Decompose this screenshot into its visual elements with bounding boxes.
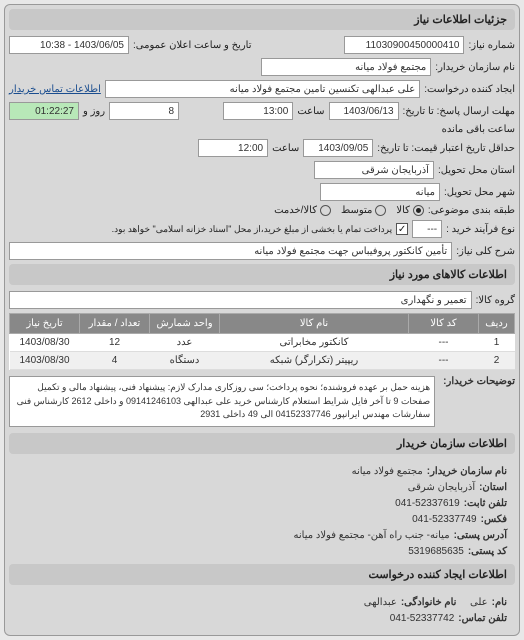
deadline-send-time-label: ساعت [297, 106, 324, 117]
table-row[interactable]: 1---کانکتور مخابراتیعدد121403/08/30 [10, 334, 515, 352]
buyer-name-field: مجتمع فولاد میانه [261, 58, 431, 76]
creator-family-label: نام خانوادگی: [401, 595, 457, 611]
budget-goods-radio[interactable] [413, 205, 424, 216]
vendor-notes-label: توضیحات خریدار: [439, 376, 515, 387]
validity-label: حداقل تاریخ اعتبار قیمت: تا تاریخ: [377, 143, 515, 154]
goods-section-title: اطلاعات کالاهای مورد نیاز [9, 264, 515, 285]
creator-name-label: نام: [492, 595, 507, 611]
table-cell: 2 [479, 352, 515, 370]
table-cell: عدد [150, 334, 220, 352]
deadline-send-date: 1403/06/13 [329, 102, 399, 120]
delivery-province-field: آذربایجان شرقی [314, 161, 434, 179]
table-cell: --- [409, 334, 479, 352]
budget-medium-label: متوسط [341, 205, 372, 216]
subject-label: شرح کلی نیاز: [456, 246, 515, 257]
details-panel: جزئیات اطلاعات نیاز شماره نیاز: 11030900… [4, 4, 520, 636]
remaining-time-label: ساعت باقی مانده [442, 124, 515, 135]
remaining-time: 01:22:27 [9, 102, 79, 120]
budget-type-label: طبقه بندی موضوعی: [428, 205, 515, 216]
table-cell: کانکتور مخابراتی [220, 334, 409, 352]
postal-label: کد پستی: [468, 544, 507, 560]
remaining-days-label: روز و [83, 106, 105, 117]
goods-group-field: تعمیر و نگهداری [9, 291, 472, 309]
org-province-label: استان: [479, 480, 507, 496]
table-row[interactable]: 2---ریپیتر (تکرارگر) شبکهدستگاه41403/08/… [10, 352, 515, 370]
buyer-name-label: نام سازمان خریدار: [435, 62, 515, 73]
creator-phone-label: تلفن تماس: [458, 611, 507, 627]
org-province-value: آذربایجان شرقی [408, 480, 475, 496]
table-header: نام کالا [220, 314, 409, 334]
validity-time: 12:00 [198, 139, 268, 157]
deadline-send-time: 13:00 [223, 102, 293, 120]
budget-service-label: کالا/خدمت [274, 205, 317, 216]
validity-time-label: ساعت [272, 143, 299, 154]
announce-datetime-field: 1403/06/05 - 10:38 [9, 36, 129, 54]
creator-family-value: عبدالهی [364, 595, 397, 611]
panel-title: جزئیات اطلاعات نیاز [9, 9, 515, 30]
table-cell: ریپیتر (تکرارگر) شبکه [220, 352, 409, 370]
buyer-org-info: نام سازمان خریدار:مجتمع فولاد میانه استا… [9, 460, 515, 564]
subject-field: تأمین کانکتور پروفیباس جهت مجتمع فولاد م… [9, 242, 452, 260]
table-cell: 4 [80, 352, 150, 370]
buyer-contact-button[interactable]: اطلاعات تماس خریدار [9, 84, 101, 95]
contract-type-value: پرداخت تمام یا بخشی از مبلغ خرید،از محل … [112, 224, 392, 235]
table-cell: 1403/08/30 [10, 334, 80, 352]
table-header: واحد شمارش [150, 314, 220, 334]
validity-date: 1403/09/05 [303, 139, 373, 157]
creator-phone-value: 041-52337742 [390, 611, 455, 627]
goods-table: ردیفکد کالانام کالاواحد شمارشتعداد / مقد… [9, 313, 515, 370]
budget-service-radio[interactable] [320, 205, 331, 216]
remaining-days: 8 [109, 102, 179, 120]
deadline-send-label: مهلت ارسال پاسخ: تا تاریخ: [403, 106, 515, 117]
contract-checkbox[interactable] [396, 223, 408, 235]
fax-label: فکس: [481, 512, 507, 528]
requester-field: علی عبدالهی تکنسین تامین مجتمع فولاد میا… [105, 80, 420, 98]
phone-label: تلفن ثابت: [464, 496, 507, 512]
request-number-label: شماره نیاز: [468, 40, 515, 51]
table-cell: 12 [80, 334, 150, 352]
org-name-label: نام سازمان خریدار: [427, 464, 507, 480]
creator-section: اطلاعات ایجاد کننده درخواست [9, 564, 515, 585]
fax-value: 041-52337749 [412, 512, 477, 528]
budget-medium-radio[interactable] [375, 205, 386, 216]
table-header: کد کالا [409, 314, 479, 334]
budget-goods-label: کالا [396, 205, 410, 216]
creator-info: نام: علی نام خانوادگی: عبدالهی تلفن تماس… [9, 591, 515, 631]
contract-type-label: نوع فرآیند خرید : [446, 224, 515, 235]
delivery-city-field: میانه [320, 183, 440, 201]
delivery-city-label: شهر محل تحویل: [444, 187, 515, 198]
table-cell: 1 [479, 334, 515, 352]
buyer-org-section: اطلاعات سازمان خریدار [9, 433, 515, 454]
goods-group-label: گروه کالا: [476, 295, 515, 306]
address-value: میانه- جنب راه آهن- مجتمع فولاد میانه [294, 528, 450, 544]
table-header: تعداد / مقدار [80, 314, 150, 334]
creator-name-value: علی [470, 595, 488, 611]
table-header: ردیف [479, 314, 515, 334]
table-cell: --- [409, 352, 479, 370]
table-cell: 1403/08/30 [10, 352, 80, 370]
vendor-notes-box: هزینه حمل بر عهده فروشنده؛ نحوه پرداخت؛ … [9, 376, 435, 427]
contract-type-select[interactable]: --- [412, 220, 442, 238]
table-cell: دستگاه [150, 352, 220, 370]
requester-label: ایجاد کننده درخواست: [424, 84, 515, 95]
announce-datetime-label: تاریخ و ساعت اعلان عمومی: [133, 40, 252, 51]
address-label: آدرس پستی: [454, 528, 507, 544]
postal-value: 5319685635 [408, 544, 464, 560]
org-name-value: مجتمع فولاد میانه [352, 464, 423, 480]
phone-value: 041-52337619 [395, 496, 460, 512]
delivery-province-label: استان محل تحویل: [438, 165, 515, 176]
request-number-field: 11030900450000410 [344, 36, 464, 54]
table-header: تاریخ نیاز [10, 314, 80, 334]
budget-type-radios: کالا متوسط کالا/خدمت [274, 205, 424, 216]
